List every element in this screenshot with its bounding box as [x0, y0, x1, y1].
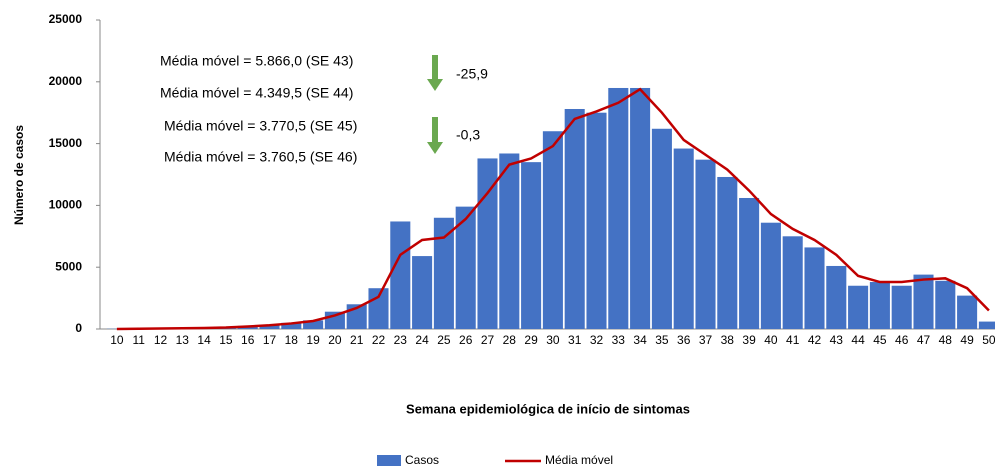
x-tick-label: 24	[415, 333, 429, 347]
bar	[564, 108, 585, 329]
x-tick-label: 34	[633, 333, 647, 347]
bar	[586, 112, 607, 329]
bar	[521, 162, 542, 329]
bar	[826, 265, 847, 329]
x-tick-label: 11	[132, 333, 145, 347]
x-tick-label: 26	[459, 333, 473, 347]
bar	[651, 128, 672, 329]
y-tick-label: 20000	[49, 74, 83, 88]
x-tick-label: 29	[524, 333, 538, 347]
x-tick-label: 39	[742, 333, 756, 347]
y-tick-label: 5000	[55, 259, 82, 273]
x-tick-label: 50	[982, 333, 995, 347]
legend-label: Média móvel	[545, 453, 613, 466]
x-tick-label: 36	[677, 333, 691, 347]
x-tick-label: 16	[241, 333, 255, 347]
bar	[935, 280, 956, 329]
x-tick-label: 38	[721, 333, 735, 347]
bar	[891, 285, 912, 329]
bar	[673, 148, 694, 329]
x-tick-label: 23	[394, 333, 408, 347]
x-tick-label: 30	[546, 333, 560, 347]
bar	[804, 247, 825, 329]
y-tick-label: 10000	[49, 198, 83, 212]
x-tick-label: 35	[655, 333, 669, 347]
x-tick-label: 22	[372, 333, 386, 347]
y-axis-title: Número de casos	[12, 125, 26, 225]
x-tick-label: 13	[176, 333, 190, 347]
bar	[477, 158, 498, 329]
x-tick-label: 28	[503, 333, 517, 347]
x-axis-title: Semana epidemiológica de início de sinto…	[406, 401, 690, 416]
annotation: Média móvel = 3.770,5 (SE 45)	[164, 118, 357, 134]
x-tick-label: 43	[830, 333, 844, 347]
line	[116, 87, 990, 331]
annotation: Média móvel = 3.760,5 (SE 46)	[164, 149, 357, 165]
bar	[259, 324, 280, 329]
bar	[390, 221, 411, 329]
bar	[695, 159, 716, 329]
bar	[913, 274, 934, 329]
x-tick-label: 12	[154, 333, 168, 347]
x-tick-label: 46	[895, 333, 909, 347]
y-tick-label: 25000	[49, 12, 83, 26]
x-tick-label: 27	[481, 333, 495, 347]
bar	[869, 282, 890, 329]
x-tick-label: 19	[306, 333, 320, 347]
bar	[303, 320, 324, 329]
y-tick-label: 0	[75, 321, 82, 335]
x-tick-label: 14	[197, 333, 211, 347]
x-tick-label: 20	[328, 333, 342, 347]
bar	[978, 321, 995, 329]
x-tick-label: 45	[873, 333, 887, 347]
annotation: Média móvel = 5.866,0 (SE 43)	[160, 53, 353, 69]
x-tick-label: 42	[808, 333, 822, 347]
x-tick-label: 31	[568, 333, 582, 347]
bar	[782, 236, 803, 329]
x-tick-label: 32	[590, 333, 604, 347]
bar	[433, 217, 454, 329]
down-arrow	[427, 55, 443, 91]
x-tick-label: 37	[699, 333, 713, 347]
x-tick-label: 33	[612, 333, 626, 347]
change-label: -25,9	[456, 66, 488, 82]
bar	[739, 197, 760, 329]
bar	[499, 153, 520, 329]
legend-swatch	[377, 455, 401, 466]
x-tick-label: 49	[960, 333, 974, 347]
x-tick-label: 47	[917, 333, 931, 347]
bar	[957, 295, 978, 329]
bar	[848, 285, 869, 329]
change-label: -0,3	[456, 127, 480, 143]
x-tick-label: 44	[851, 333, 865, 347]
bar	[281, 322, 302, 329]
bar	[412, 256, 433, 329]
x-tick-label: 40	[764, 333, 778, 347]
y-tick-label: 15000	[49, 136, 83, 150]
annotation: Média móvel = 4.349,5 (SE 44)	[160, 85, 353, 101]
bar	[760, 222, 781, 329]
down-arrow	[427, 117, 443, 154]
x-tick-label: 41	[786, 333, 800, 347]
bar	[608, 87, 629, 329]
x-tick-label: 21	[350, 333, 364, 347]
x-tick-label: 18	[285, 333, 299, 347]
x-tick-label: 10	[110, 333, 124, 347]
x-tick-label: 17	[263, 333, 277, 347]
bar	[542, 131, 563, 329]
x-tick-label: 25	[437, 333, 451, 347]
legend-label: Casos	[405, 453, 439, 466]
bar	[630, 87, 651, 329]
x-tick-label: 15	[219, 333, 233, 347]
bar	[717, 176, 738, 329]
bar	[455, 206, 476, 329]
x-tick-label: 48	[939, 333, 953, 347]
